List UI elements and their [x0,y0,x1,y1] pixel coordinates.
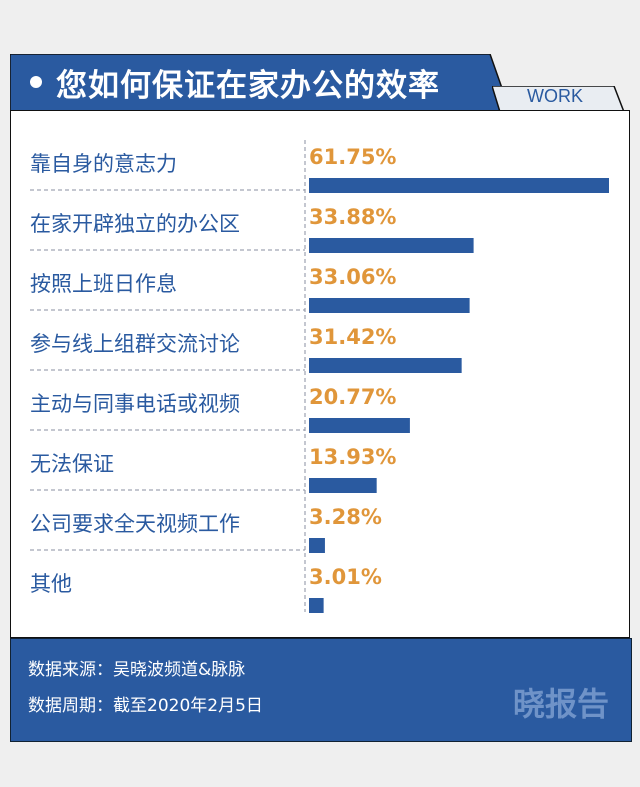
bar [309,238,474,253]
page-title: 您如何保证在家办公的效率 [32,60,440,105]
period-text: 数据周期：截至2020年2月5日 [28,696,263,716]
category-label: 无法保证 [30,452,114,476]
value-label: 31.42% [309,325,396,349]
value-label: 20.77% [309,385,396,409]
category-label: 按照上班日作息 [30,272,177,296]
category-label: 靠自身的意志力 [30,152,177,176]
bar [309,358,462,373]
value-label: 13.93% [309,445,396,469]
bar [309,538,325,553]
work-tab [492,86,624,112]
value-label: 3.01% [309,565,382,589]
category-label: 公司要求全天视频工作 [30,512,240,536]
category-label: 主动与同事电话或视频 [30,392,240,416]
category-label: 参与线上组群交流讨论 [30,332,240,356]
value-label: 33.88% [309,205,396,229]
footer: 数据来源：吴晓波频道&脉脉 数据周期：截至2020年2月5日 晓报告 [10,638,632,742]
bar [309,418,410,433]
bullet-icon [30,76,42,88]
title-tab [10,54,510,111]
bar [309,598,324,613]
category-label: 在家开辟独立的办公区 [30,212,240,236]
bar [309,178,609,193]
bar-chart: 靠自身的意志力 61.75% 在家开辟独立的办公区 33.88% 按照上班日作息 33.0… [30,140,609,613]
bar [309,478,377,493]
category-label: 其他 [30,572,72,596]
title-label: 您如何保证在家办公的效率 [56,68,440,104]
source-text: 数据来源：吴晓波频道&脉脉 [28,660,246,680]
value-label: 33.06% [309,265,396,289]
work-label: WORK [527,86,583,106]
bar [309,298,470,313]
brand-logo: 晓报告 [512,685,609,723]
value-label: 61.75% [309,145,396,169]
value-label: 3.28% [309,505,382,529]
